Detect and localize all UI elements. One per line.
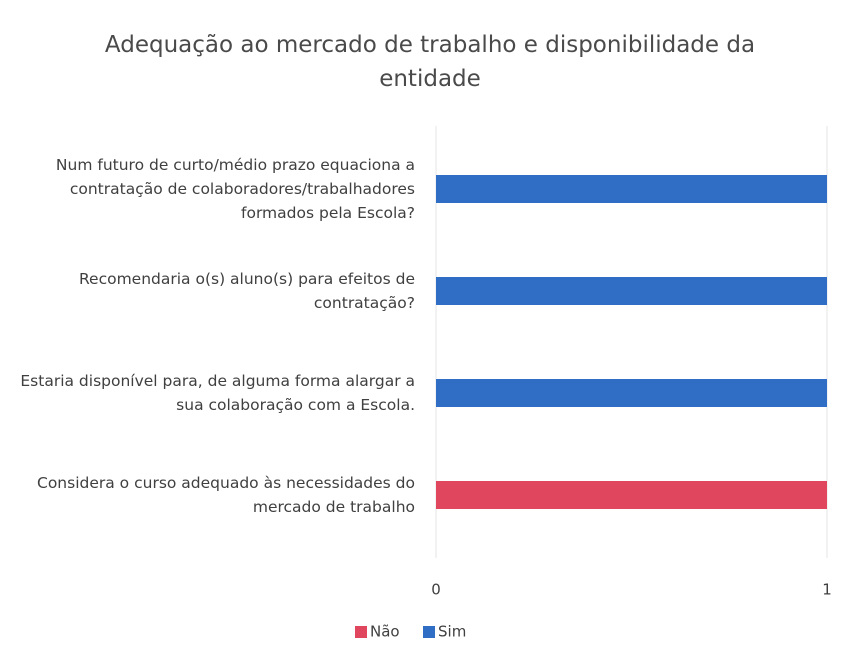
legend-swatch: [423, 626, 435, 638]
y-tick-label: Recomendaria o(s) aluno(s) para efeitos …: [78, 270, 415, 312]
bar: [436, 379, 827, 407]
legend-label: Não: [370, 623, 400, 641]
y-tick-label: Estaria disponível para, de alguma forma…: [20, 372, 415, 414]
bar: [436, 481, 827, 509]
x-tick-label: 1: [822, 581, 832, 599]
bar: [436, 175, 827, 203]
y-tick-label: Considera o curso adequado às necessidad…: [37, 474, 415, 516]
legend-swatch: [355, 626, 367, 638]
bar: [436, 277, 827, 305]
legend-label: Sim: [438, 623, 466, 641]
y-tick-label: Num futuro de curto/médio prazo equacion…: [55, 156, 415, 222]
chart-title: Adequação ao mercado de trabalho e dispo…: [104, 32, 756, 92]
x-tick-label: 0: [431, 581, 441, 599]
